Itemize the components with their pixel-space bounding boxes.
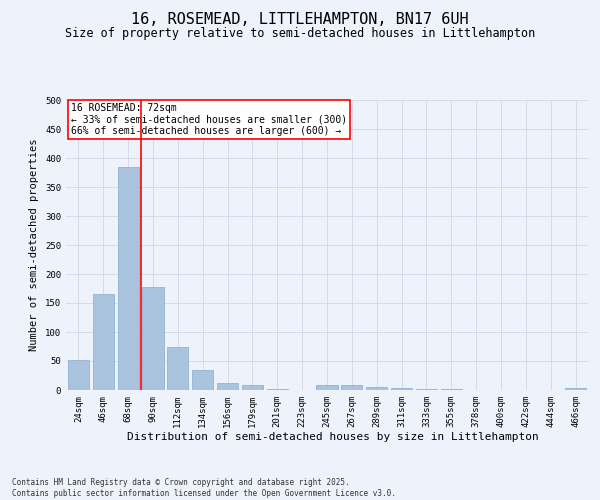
Bar [217, 383, 238, 390]
Bar [391, 388, 412, 390]
Bar [118, 166, 139, 390]
Bar [192, 370, 213, 390]
Bar [93, 294, 114, 390]
Bar [242, 386, 263, 390]
Bar [167, 346, 188, 390]
Bar [366, 387, 387, 390]
Bar [341, 386, 362, 390]
Text: Contains HM Land Registry data © Crown copyright and database right 2025.
Contai: Contains HM Land Registry data © Crown c… [12, 478, 396, 498]
Text: Distribution of semi-detached houses by size in Littlehampton: Distribution of semi-detached houses by … [127, 432, 539, 442]
Bar [68, 360, 89, 390]
Bar [416, 389, 437, 390]
Text: 16, ROSEMEAD, LITTLEHAMPTON, BN17 6UH: 16, ROSEMEAD, LITTLEHAMPTON, BN17 6UH [131, 12, 469, 28]
Bar [142, 287, 164, 390]
Text: 16 ROSEMEAD: 72sqm
← 33% of semi-detached houses are smaller (300)
66% of semi-d: 16 ROSEMEAD: 72sqm ← 33% of semi-detache… [71, 103, 347, 136]
Bar [441, 389, 462, 390]
Text: Size of property relative to semi-detached houses in Littlehampton: Size of property relative to semi-detach… [65, 28, 535, 40]
Y-axis label: Number of semi-detached properties: Number of semi-detached properties [29, 138, 40, 352]
Bar [565, 388, 586, 390]
Bar [316, 386, 338, 390]
